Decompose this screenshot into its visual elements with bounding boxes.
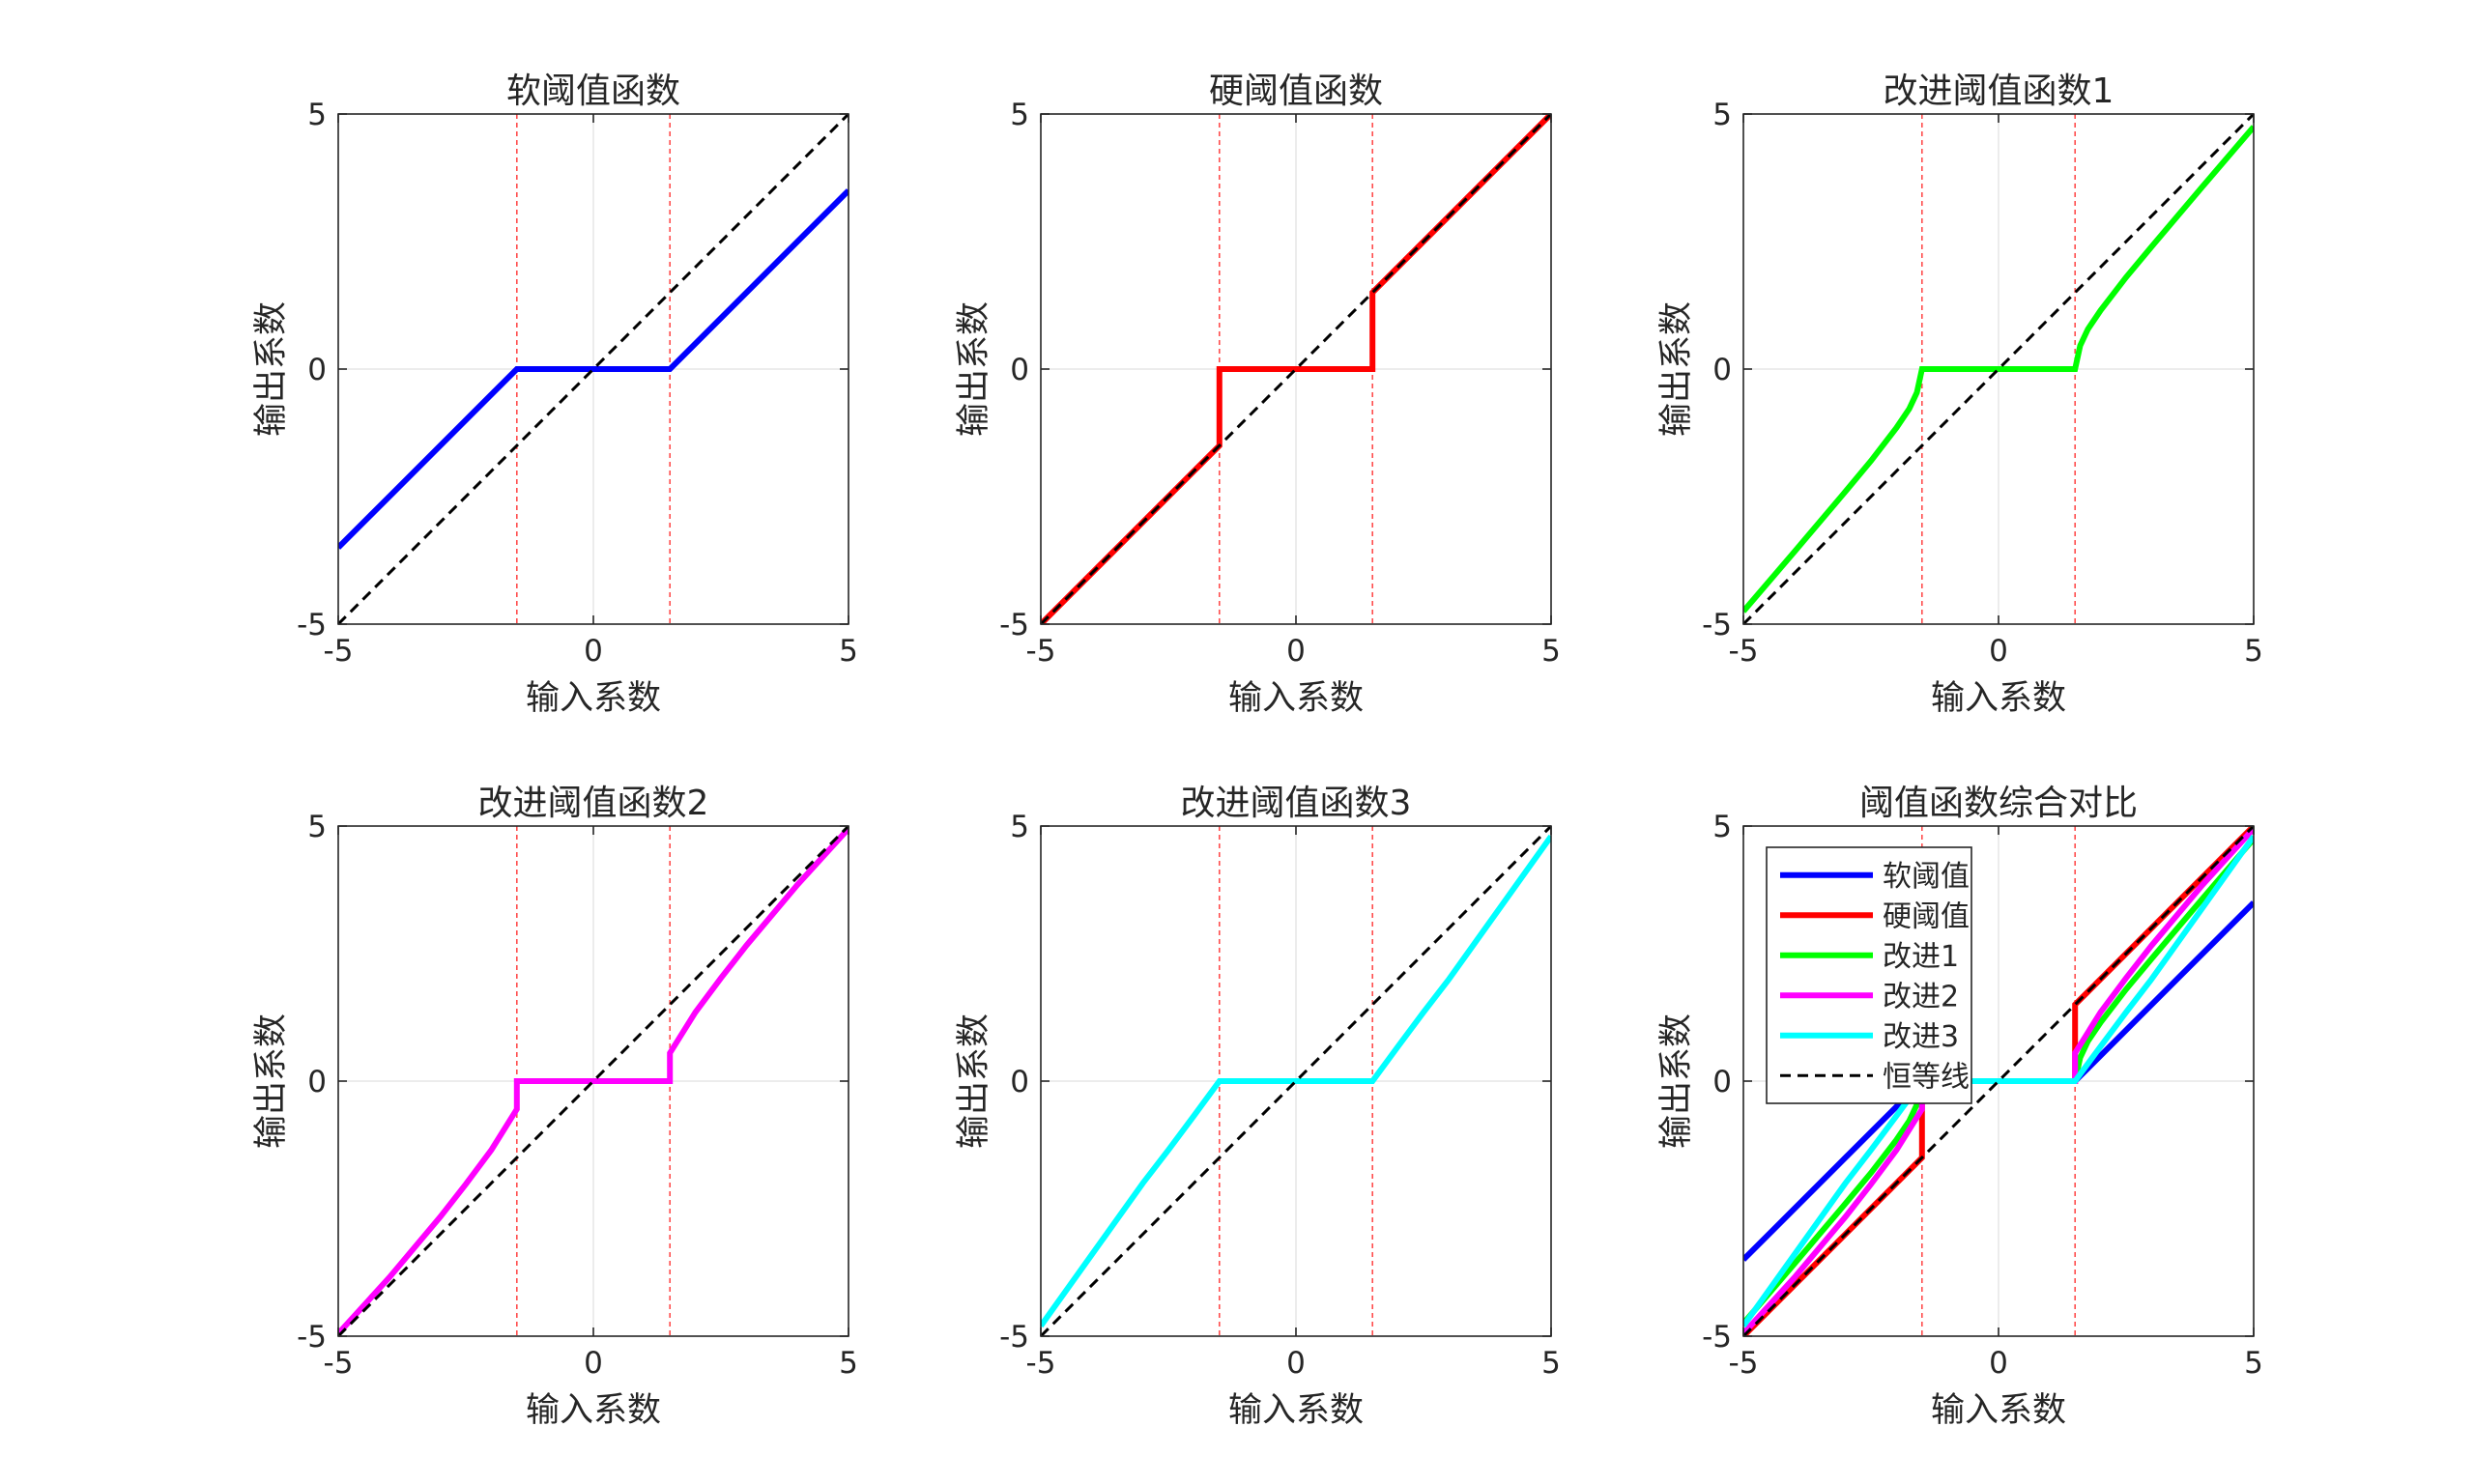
y-tick-label: -5 <box>999 1320 1029 1355</box>
x-tick-label: -5 <box>1729 1346 1759 1381</box>
x-tick-label: -5 <box>1026 1346 1056 1381</box>
chart-title: 改进阈值函数2 <box>478 784 709 823</box>
y-tick-label: 5 <box>307 98 327 132</box>
x-tick-label: 5 <box>2244 1346 2263 1381</box>
series-line-series-1 <box>338 826 849 1336</box>
chart-title: 改进阈值函数3 <box>1181 784 1412 823</box>
series-line-series-2 <box>1743 114 2254 624</box>
y-axis-label: 输出系数 <box>1657 301 1696 437</box>
x-axis-label: 输入系数 <box>1228 1391 1364 1430</box>
series-line-series-1 <box>1041 834 1551 1328</box>
series-line-series-2 <box>338 826 849 1336</box>
y-tick-label: 0 <box>1010 1065 1029 1099</box>
y-tick-label: 5 <box>1712 98 1732 132</box>
y-axis-label: 输出系数 <box>1657 1013 1696 1149</box>
x-tick-label: 0 <box>1286 1346 1306 1381</box>
x-axis-label: 输入系数 <box>526 1391 661 1430</box>
y-tick-label: -5 <box>999 608 1029 642</box>
x-tick-label: 0 <box>584 1346 603 1381</box>
chart-title: 软阈值函数 <box>506 71 680 111</box>
series-line-series-2 <box>1041 114 1551 624</box>
legend-label: 硬阈值 <box>1883 899 1970 933</box>
x-tick-label: 5 <box>1541 1346 1561 1381</box>
chart-title: 硬阈值函数 <box>1209 71 1383 111</box>
x-tick-label: 5 <box>1541 634 1561 669</box>
legend-label: 恒等线 <box>1883 1060 1970 1094</box>
y-tick-label: -5 <box>1702 608 1732 642</box>
x-tick-label: 0 <box>1989 634 2008 669</box>
x-tick-label: -5 <box>324 634 354 669</box>
series-line-series-2 <box>1041 826 1551 1336</box>
legend-label: 改进2 <box>1883 980 1959 1013</box>
y-axis-label: 输出系数 <box>955 1013 993 1149</box>
y-axis-label: 输出系数 <box>955 301 993 437</box>
y-tick-label: 5 <box>1010 98 1029 132</box>
y-tick-label: 5 <box>307 810 327 844</box>
series-line-恒等线 <box>1743 826 2254 1336</box>
x-axis-label: 输入系数 <box>1931 1391 2066 1430</box>
y-tick-label: -5 <box>1702 1320 1732 1355</box>
x-axis-label: 输入系数 <box>1931 679 2066 718</box>
x-tick-label: 5 <box>839 634 858 669</box>
series-line-改进3 <box>1743 834 2254 1328</box>
x-tick-label: -5 <box>1729 634 1759 669</box>
x-tick-label: -5 <box>324 1346 354 1381</box>
y-tick-label: 0 <box>307 1065 327 1099</box>
y-tick-label: 0 <box>1712 353 1732 387</box>
y-tick-label: 0 <box>1712 1065 1732 1099</box>
x-tick-label: 0 <box>584 634 603 669</box>
y-axis-label: 输出系数 <box>252 1013 291 1149</box>
subplot-5: -5 0 5 -5 0 5 改进阈值函数3 输入系数 输出系数 <box>955 784 1561 1430</box>
legend-label: 软阈值 <box>1883 860 1970 894</box>
subplot-3: -5 0 5 -5 0 5 改进阈值函数1 输入系数 输出系数 <box>1657 71 2263 718</box>
chart-title: 阈值函数综合对比 <box>1859 784 2138 823</box>
y-axis-label: 输出系数 <box>252 301 291 437</box>
x-tick-label: 0 <box>1286 634 1306 669</box>
y-tick-label: 0 <box>1010 353 1029 387</box>
legend-box <box>1766 846 1972 1104</box>
x-tick-label: 5 <box>839 1346 858 1381</box>
x-axis-label: 输入系数 <box>1228 679 1364 718</box>
series-line-series-2 <box>338 114 849 624</box>
y-tick-label: -5 <box>297 1320 327 1355</box>
y-tick-label: 5 <box>1712 810 1732 844</box>
x-axis-label: 输入系数 <box>526 679 661 718</box>
y-tick-label: -5 <box>297 608 327 642</box>
x-tick-label: 5 <box>2244 634 2263 669</box>
x-tick-label: 0 <box>1989 1346 2008 1381</box>
x-tick-label: -5 <box>1026 634 1056 669</box>
subplot-4: -5 0 5 -5 0 5 改进阈值函数2 输入系数 输出系数 <box>252 784 858 1430</box>
legend-label: 改进3 <box>1883 1020 1959 1054</box>
y-tick-label: 5 <box>1010 810 1029 844</box>
chart-title: 改进阈值函数1 <box>1884 71 2114 111</box>
series-line-series-1 <box>338 188 849 550</box>
y-tick-label: 0 <box>307 353 327 387</box>
series-line-series-1 <box>1743 125 2254 614</box>
legend-label: 改进1 <box>1883 940 1959 974</box>
